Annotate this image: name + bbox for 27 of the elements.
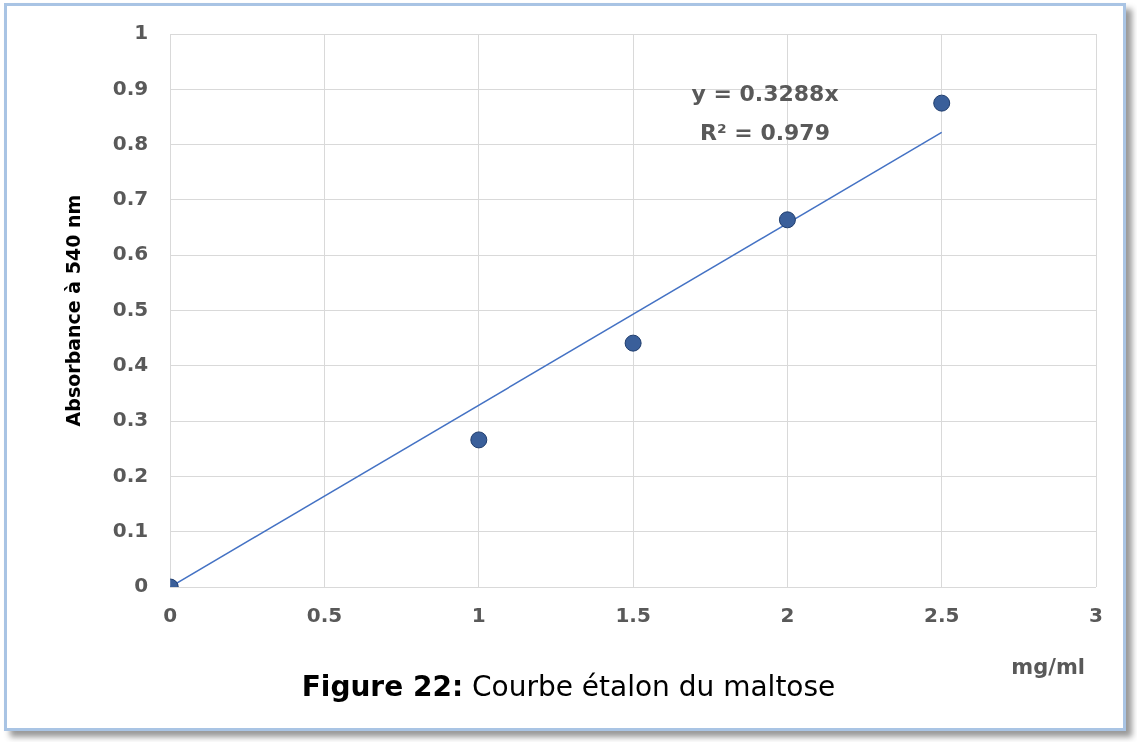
x-tick-label: 1: [471, 603, 486, 628]
y-axis-title: Absorbance à 540 nm: [62, 194, 85, 427]
y-tick-label: 0.6: [112, 241, 149, 266]
x-tick-label: 1.5: [615, 603, 651, 628]
x-tick-label: 2: [780, 603, 795, 628]
x-tick-label: 0.5: [306, 603, 343, 628]
y-tick-label: 0.9: [112, 75, 149, 100]
x-tick-label: 3: [1089, 603, 1103, 628]
x-tick-label: 2.5: [923, 603, 960, 628]
x-axis-title: mg/ml: [1011, 655, 1085, 679]
x-tick-label: 0: [163, 603, 178, 628]
point: [933, 94, 951, 112]
annotation: y = 0.3288x: [691, 81, 839, 106]
point: [778, 211, 796, 229]
caption: Figure 22: Courbe étalon du maltose: [301, 670, 836, 703]
y-tick-label: 0: [134, 573, 149, 598]
y-tick-label: 0.2: [112, 462, 149, 487]
point: [624, 334, 642, 352]
y-tick-label: 0.1: [112, 517, 149, 542]
y-tick-label: 0.5: [112, 296, 149, 321]
point: [470, 431, 488, 449]
y-tick-label: 0.7: [112, 186, 149, 211]
y-tick-label: 0.4: [112, 352, 149, 376]
annotation: R² = 0.979: [700, 120, 830, 145]
y-tick-label: 0.8: [112, 130, 149, 155]
y-tick-label: 1: [134, 20, 149, 45]
y-tick-label: 0.3: [112, 407, 149, 432]
